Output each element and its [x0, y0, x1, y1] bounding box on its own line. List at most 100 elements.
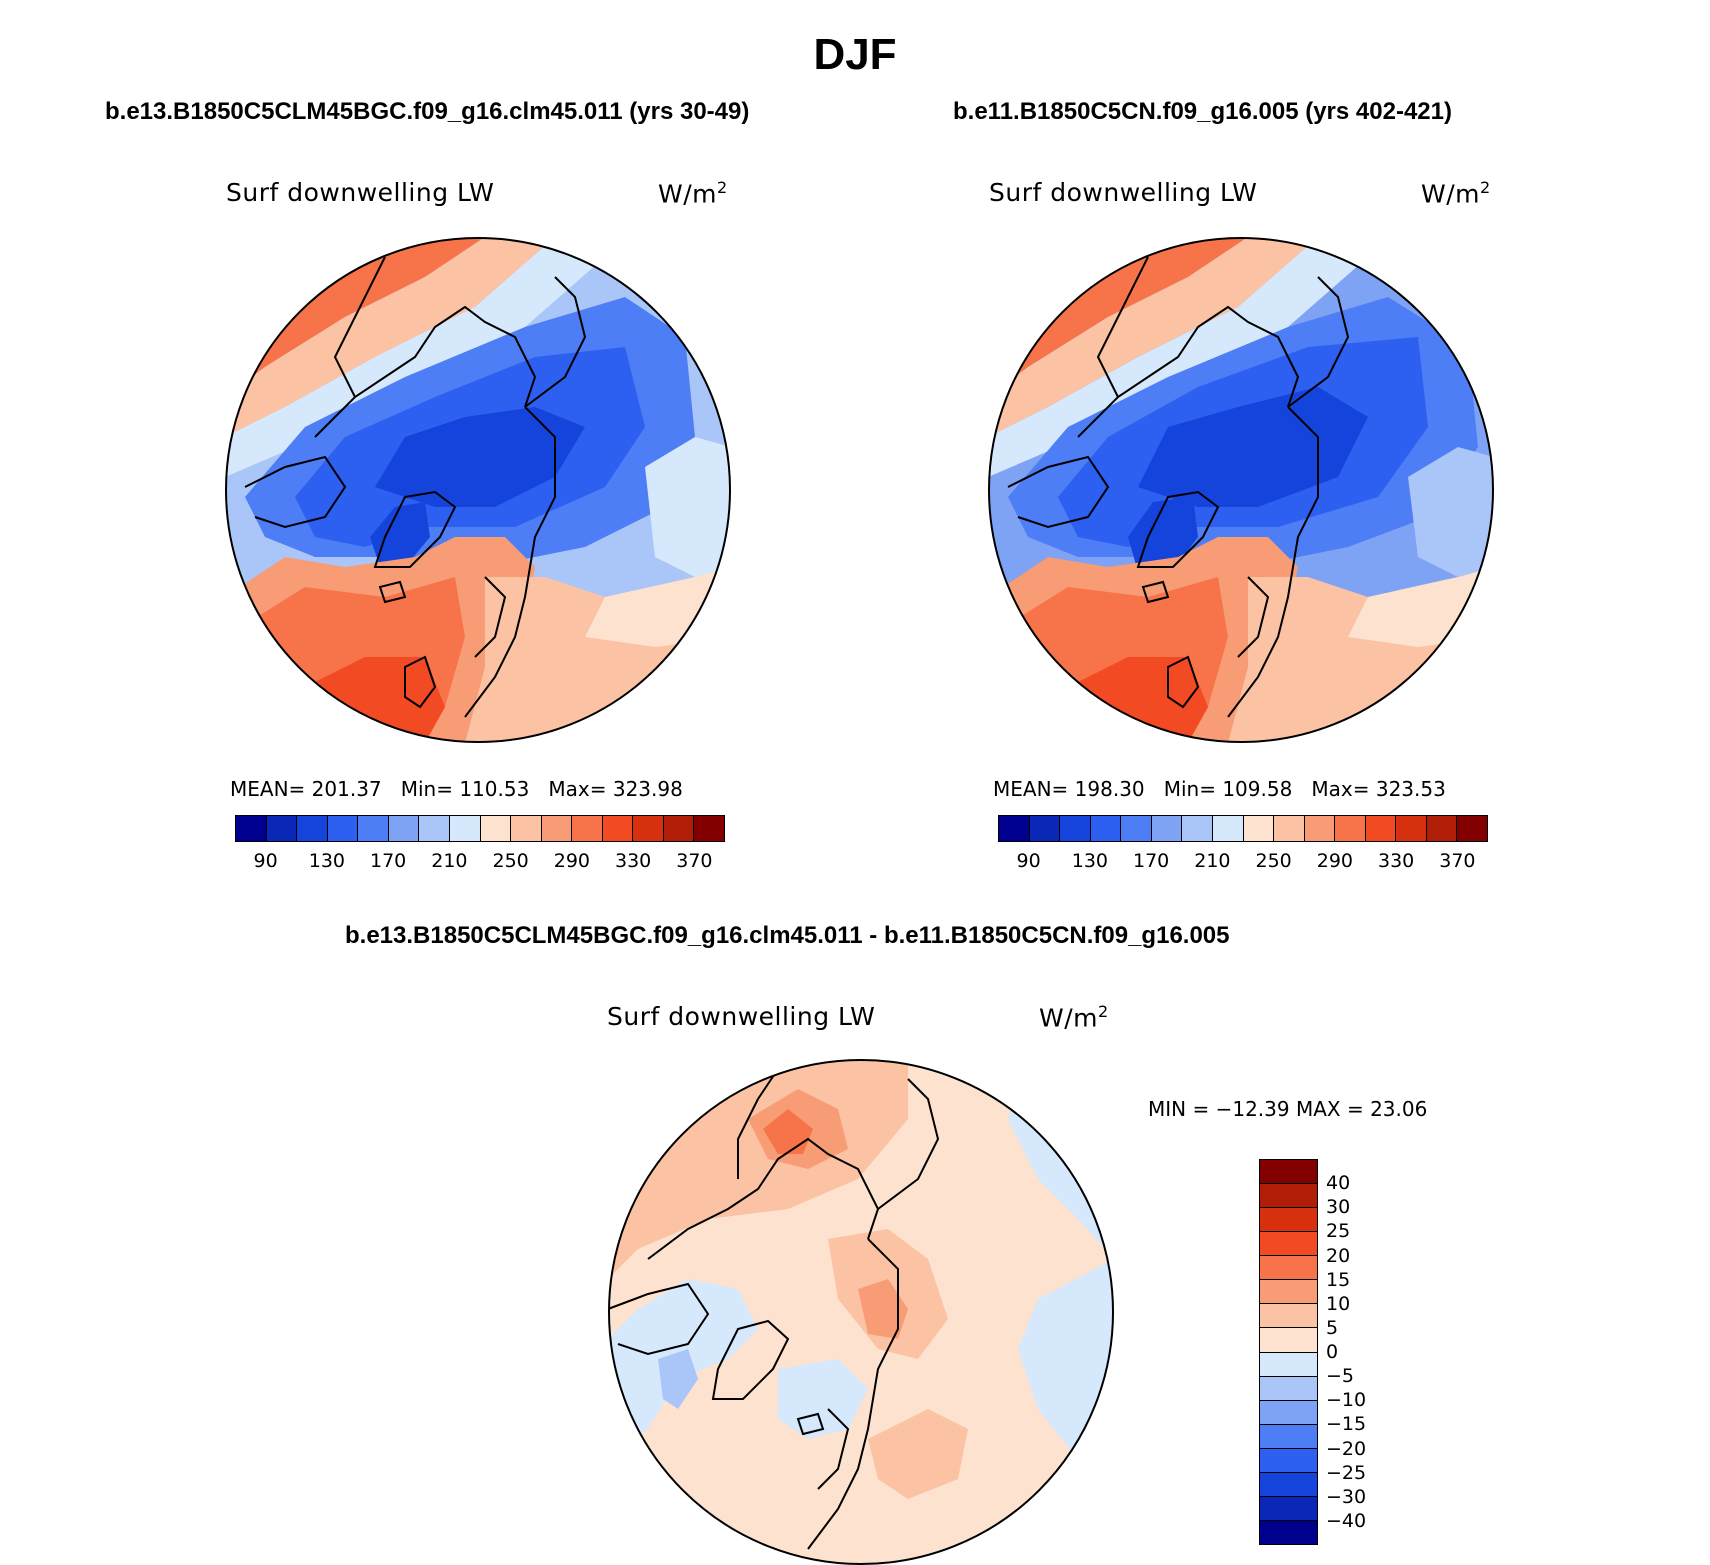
- panel3-colorbar-swatch: [1260, 1352, 1317, 1377]
- panel2-colorbar-swatch: [1274, 816, 1305, 841]
- panel1-colorbar-ticks: 90 130 170 210 250 290 330 370: [235, 850, 725, 874]
- panel1-colorbar-swatch: [297, 816, 328, 841]
- panel3-colorbar-swatch: [1260, 1448, 1317, 1473]
- panel3-colorbar-tick-label: 10: [1326, 1292, 1351, 1315]
- panel2-colorbar-swatch: [1365, 816, 1397, 841]
- panel1-colorbar-swatch: [327, 816, 359, 841]
- panel1-colorbar: [235, 815, 725, 842]
- panel1-colorbar-tick-label: 130: [308, 850, 346, 872]
- panel3-colorbar-swatch: [1260, 1184, 1317, 1209]
- panel1-colorbar-swatch: [419, 816, 450, 841]
- panel3-colorbar-tick-label: 25: [1326, 1220, 1351, 1243]
- panel3-colorbar-tick-label: −10: [1326, 1389, 1367, 1412]
- panel3-colorbar-swatch: [1260, 1376, 1317, 1401]
- panel2-colorbar-tick-label: 90: [1016, 850, 1041, 872]
- panel3-colorbar-tick-label: 0: [1326, 1341, 1339, 1363]
- panel3-variable-label: Surf downwelling LW: [607, 1002, 876, 1031]
- panel3-colorbar-tick-label: 20: [1326, 1244, 1351, 1267]
- panel3-colorbar-tick-label: −40: [1326, 1509, 1367, 1532]
- panel2-units-label: W/m2: [1421, 178, 1491, 209]
- panel1-colorbar-swatch: [511, 816, 542, 841]
- panel1-colorbar-swatch: [633, 816, 664, 841]
- panel2-stats: MEAN= 198.30 Min= 109.58 Max= 323.53: [993, 777, 1446, 801]
- panel3-colorbar-tick-label: 15: [1326, 1268, 1351, 1291]
- panel1-colorbar-swatch: [541, 816, 573, 841]
- panel1-colorbar-tick-label: 250: [492, 850, 529, 872]
- panel1-colorbar-swatch: [663, 816, 695, 841]
- panel1-colorbar-swatch: [694, 816, 724, 841]
- panel2-polar-map: [988, 237, 1494, 743]
- panel1-colorbar-swatch: [388, 816, 420, 841]
- panel3-minmax: MIN = −12.39 MAX = 23.06: [1148, 1097, 1428, 1121]
- panel2-colorbar-swatch: [1029, 816, 1061, 841]
- panel1-colorbar-swatch: [266, 816, 298, 841]
- panel1-colorbar-tick-label: 290: [553, 850, 591, 872]
- panel2-title: b.e11.B1850C5CN.f09_g16.005 (yrs 402-421…: [953, 98, 1452, 125]
- panel3-colorbar-tick-label: 30: [1326, 1196, 1351, 1219]
- panel3-colorbar-swatch: [1260, 1160, 1317, 1185]
- panel3-colorbar-tick-label: −5: [1326, 1365, 1355, 1388]
- panel2-variable-label: Surf downwelling LW: [989, 178, 1258, 207]
- panel1-colorbar-tick-label: 90: [253, 850, 278, 872]
- panel2-colorbar-swatch: [1243, 816, 1275, 841]
- panel3-colorbar-swatch: [1260, 1496, 1317, 1521]
- panel3-colorbar-tick-label: −15: [1326, 1413, 1367, 1436]
- panel1-colorbar-swatch: [449, 816, 481, 841]
- panel2-colorbar-swatch: [1090, 816, 1122, 841]
- panel2-colorbar-tick-label: 370: [1439, 850, 1476, 872]
- panel3-colorbar-ticks: 40 30 25 20 15 10 5 0 −5 −10 −15 −20 −25 −30 −40: [1326, 1159, 1396, 1545]
- panel1-units-label: W/m2: [658, 178, 728, 209]
- panel3-colorbar-swatch: [1260, 1256, 1317, 1281]
- panel2-colorbar-ticks: 90 130 170 210 250 290 330 370: [998, 850, 1488, 874]
- panel3-colorbar-swatch: [1260, 1424, 1317, 1449]
- panel2-colorbar-swatch: [1396, 816, 1427, 841]
- panel3-colorbar-tick-label: 40: [1326, 1172, 1351, 1195]
- panel2-colorbar: [998, 815, 1488, 842]
- panel3-title: b.e13.B1850C5CLM45BGC.f09_g16.clm45.011 …: [345, 922, 1230, 949]
- panel1-title: b.e13.B1850C5CLM45BGC.f09_g16.clm45.011 …: [105, 98, 750, 125]
- panel3-colorbar-swatch: [1260, 1304, 1317, 1329]
- panel3-colorbar-swatch: [1260, 1232, 1317, 1257]
- panel3-units-label: W/m2: [1039, 1002, 1109, 1033]
- panel1-colorbar-swatch: [480, 816, 512, 841]
- panel2-colorbar-swatch: [1151, 816, 1183, 841]
- panel1-colorbar-swatch: [572, 816, 603, 841]
- panel3-colorbar-tick-label: −25: [1326, 1461, 1367, 1484]
- panel2-colorbar-tick-label: 130: [1071, 850, 1109, 872]
- panel3-colorbar-tick-label: 5: [1326, 1316, 1339, 1339]
- panel3-colorbar-swatch: [1260, 1472, 1317, 1497]
- panel1-stats: MEAN= 201.37 Min= 110.53 Max= 323.98: [230, 777, 683, 801]
- panel3-colorbar-tick-label: −20: [1326, 1437, 1367, 1460]
- panel2-colorbar-swatch: [999, 816, 1030, 841]
- panel2-colorbar-tick-label: 170: [1132, 850, 1170, 872]
- panel2-colorbar-swatch: [1426, 816, 1458, 841]
- panel2-colorbar-swatch: [1457, 816, 1487, 841]
- panel3-colorbar-swatch: [1260, 1208, 1317, 1233]
- panel3-colorbar-tick-label: −30: [1326, 1485, 1367, 1508]
- panel1-colorbar-tick-label: 330: [614, 850, 652, 872]
- panel1-polar-map: [225, 237, 731, 743]
- panel2-colorbar-swatch: [1335, 816, 1366, 841]
- panel3-polar-map: [608, 1059, 1114, 1565]
- panel3-colorbar-swatch: [1260, 1328, 1317, 1353]
- figure-title: DJF: [813, 30, 897, 79]
- panel3-colorbar-swatch: [1260, 1400, 1317, 1425]
- panel1-colorbar-tick-label: 210: [431, 850, 468, 872]
- panel3-colorbar-swatch: [1260, 1280, 1317, 1305]
- panel3-colorbar-swatch: [1260, 1520, 1317, 1544]
- panel2-colorbar-tick-label: 210: [1194, 850, 1231, 872]
- panel2-colorbar-swatch: [1304, 816, 1336, 841]
- panel2-colorbar-swatch: [1060, 816, 1091, 841]
- panel1-colorbar-swatch: [358, 816, 389, 841]
- panel1-colorbar-swatch: [236, 816, 267, 841]
- panel1-colorbar-tick-label: 170: [369, 850, 407, 872]
- panel2-colorbar-swatch: [1182, 816, 1213, 841]
- panel3-colorbar: [1259, 1159, 1318, 1545]
- panel1-variable-label: Surf downwelling LW: [226, 178, 495, 207]
- panel1-colorbar-tick-label: 370: [676, 850, 713, 872]
- panel2-colorbar-swatch: [1121, 816, 1152, 841]
- panel2-colorbar-tick-label: 250: [1255, 850, 1292, 872]
- panel2-colorbar-tick-label: 290: [1316, 850, 1354, 872]
- panel2-colorbar-swatch: [1212, 816, 1244, 841]
- panel2-colorbar-tick-label: 330: [1377, 850, 1415, 872]
